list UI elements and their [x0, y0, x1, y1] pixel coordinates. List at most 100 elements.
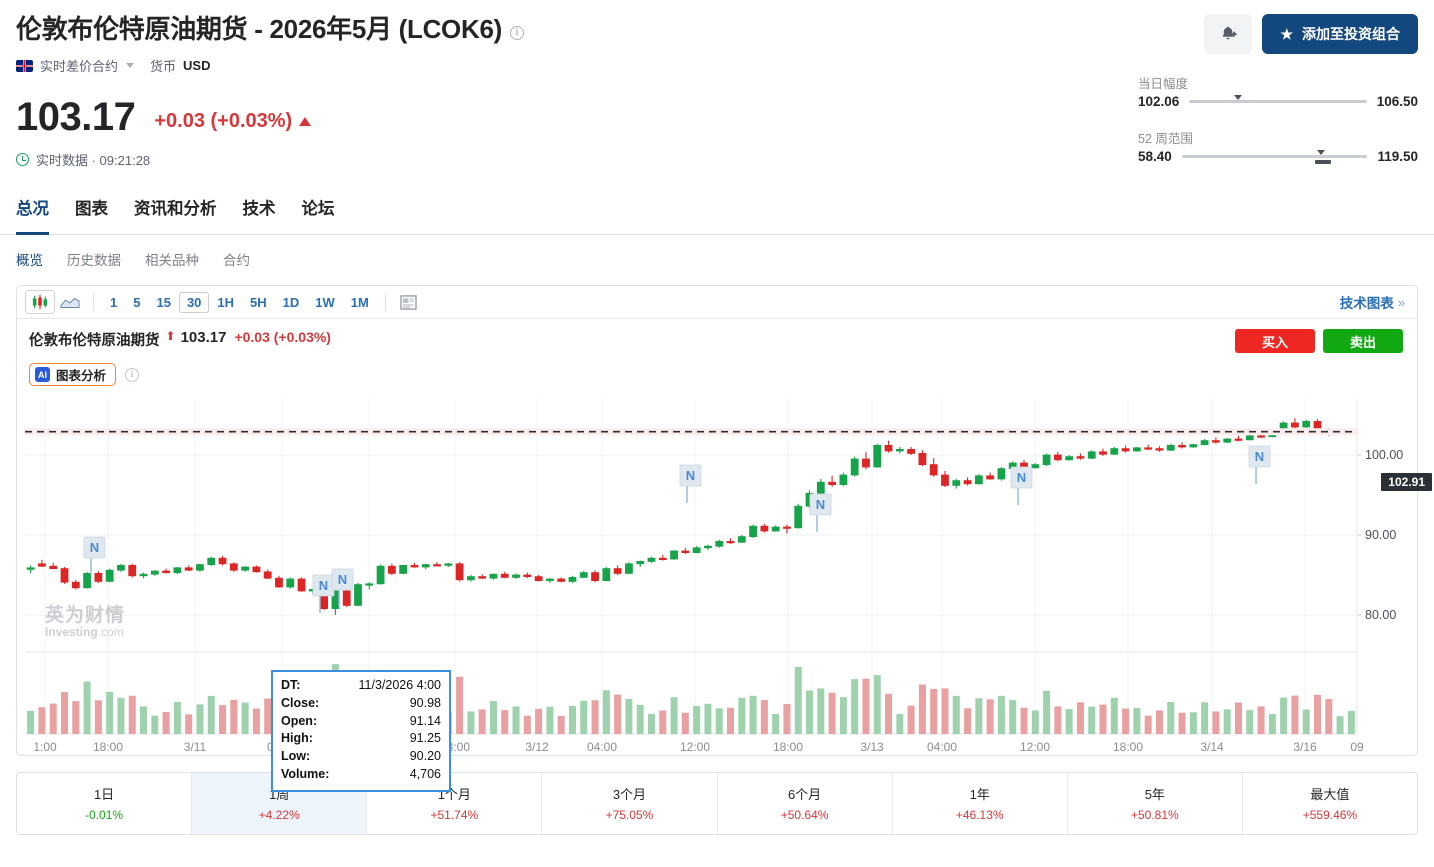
price-change: +0.03 (+0.03%)	[154, 110, 312, 137]
period-5y-value: +50.81%	[1130, 808, 1179, 823]
interval-1h[interactable]: 1H	[217, 294, 235, 310]
day-range-high: 106.50	[1376, 94, 1418, 109]
tooltip-value-open: 91.14	[409, 713, 441, 728]
tooltip-row-dt: DT: 11/3/2026 4:00	[281, 677, 441, 695]
chart-up-arrow-icon: ⬆	[165, 329, 176, 344]
tooltip-row-volume: Volume: 4,706	[281, 766, 441, 784]
week52-range-bar	[1181, 150, 1368, 164]
period-1y[interactable]: 1年 +46.13%	[893, 773, 1068, 835]
ai-tag: AI	[35, 367, 50, 383]
tooltip-row-low: Low: 90.20	[281, 748, 441, 766]
title-row: 伦敦布伦特原油期货 - 2026年5月 (LCOK6) i	[16, 14, 1418, 45]
svg-text:N: N	[1255, 449, 1264, 464]
period-6m-value: +50.64%	[780, 808, 829, 823]
subtab-related[interactable]: 相关品种	[145, 253, 199, 269]
svg-text:N: N	[338, 572, 347, 587]
interval-5h[interactable]: 5H	[250, 294, 267, 310]
ai-info-icon[interactable]: i	[125, 367, 140, 382]
period-max[interactable]: 最大值 +559.46%	[1243, 773, 1417, 834]
subtab-contract[interactable]: 合约	[223, 253, 250, 269]
svg-text:1:00: 1:00	[33, 740, 57, 754]
interval-1w[interactable]: 1W	[315, 294, 335, 310]
realtime-text: 实时数据 · 09:21:28	[36, 153, 151, 169]
tab-technical[interactable]: 技术	[242, 200, 276, 219]
chevron-down-icon[interactable]	[126, 63, 135, 69]
period-performance-row: 1日 -0.01% 1周 +4.22% 1个月 +51.74% 3个月 +75.05% …	[16, 772, 1418, 836]
week52-range-block: 52 周范围 58.40 119.50	[1138, 128, 1418, 164]
tab-news[interactable]: 资讯和分析	[134, 200, 217, 219]
chart-header: 伦敦布伦特原油期货 ⬆ 103.17 +0.03 (+0.03%) 买入 卖出	[17, 319, 1417, 354]
svg-text:04:00: 04:00	[587, 740, 617, 754]
period-1d[interactable]: 1日 -0.01%	[17, 773, 193, 835]
tab-overview[interactable]: 总况	[16, 195, 49, 236]
tooltip-row-high: High: 91.25	[281, 730, 441, 748]
candlestick-chart-type-icon[interactable]	[25, 290, 55, 315]
currency-label: 货币	[150, 59, 177, 75]
svg-text:N: N	[1017, 470, 1026, 485]
period-6m[interactable]: 6个月 +50.64%	[718, 773, 893, 835]
interval-1m[interactable]: 1M	[350, 294, 369, 310]
tab-forum[interactable]: 论坛	[301, 200, 335, 219]
subtab-history[interactable]: 历史数据	[67, 253, 121, 269]
create-alert-button[interactable]	[1204, 14, 1253, 54]
ai-chart-analysis-button[interactable]: AI 图表分析	[29, 363, 117, 387]
svg-text:N: N	[319, 578, 328, 593]
triangle-up-icon	[299, 117, 312, 127]
interval-1d[interactable]: 1D	[282, 294, 300, 310]
candlestick-icon	[32, 295, 48, 310]
chevron-right-icon[interactable]: »	[1397, 294, 1405, 310]
svg-text:04:00: 04:00	[927, 740, 957, 754]
interval-5[interactable]: 5	[133, 294, 141, 310]
title-info-icon[interactable]: i	[509, 25, 524, 40]
page-title: 伦敦布伦特原油期货 - 2026年5月 (LCOK6)	[16, 14, 502, 44]
tooltip-value-low: 90.20	[409, 749, 441, 764]
technical-chart-link[interactable]: 技术图表	[1339, 296, 1394, 312]
chart-layout-icon[interactable]	[394, 290, 424, 314]
ohlc-tooltip: DT: 11/3/2026 4:00 Close: 90.98 Open: 91.14…	[271, 670, 451, 792]
tooltip-value-high: 91.25	[409, 731, 441, 746]
tooltip-row-open: Open: 91.14	[281, 713, 441, 731]
tooltip-key-low: Low:	[281, 749, 311, 764]
svg-text:3/16: 3/16	[1293, 740, 1317, 754]
svg-text:100.00: 100.00	[1365, 448, 1403, 462]
chart-card: 1 5 15 30 1H 5H 1D 1W 1M 技术图表 » 伦敦布伦特原油期…	[16, 285, 1418, 757]
area-chart-type-icon[interactable]	[55, 290, 85, 314]
main-tabs: 总况 图表 资讯和分析 技术 论坛	[0, 195, 1434, 236]
ai-analysis-row: AI 图表分析 i	[17, 353, 1417, 394]
chart-plot-area[interactable]: 100.0090.0080.00NNNNNNN1:0018:003/1104:0…	[17, 394, 1417, 755]
uk-flag-icon	[16, 59, 33, 72]
svg-text:N: N	[90, 540, 99, 555]
day-range-marker	[1233, 95, 1242, 100]
svg-text:3/12: 3/12	[525, 740, 549, 754]
sell-button[interactable]: 卖出	[1323, 329, 1403, 354]
period-3m-value: +75.05%	[605, 808, 654, 823]
svg-text:18:00: 18:00	[1113, 740, 1143, 754]
price-change-text: +0.03 (+0.03%)	[154, 110, 293, 133]
tooltip-key-open: Open:	[281, 713, 318, 728]
period-5y[interactable]: 5年 +50.81%	[1068, 773, 1243, 835]
bell-plus-icon	[1223, 26, 1238, 40]
area-chart-icon	[60, 298, 80, 309]
period-1d-value: -0.01%	[85, 808, 124, 823]
week52-range-low: 58.40	[1138, 149, 1172, 164]
day-range-label: 当日幅度	[1138, 77, 1189, 91]
last-price: 103.17	[16, 95, 136, 140]
buy-button[interactable]: 买入	[1235, 329, 1315, 354]
svg-text:N: N	[686, 468, 695, 483]
add-to-portfolio-button[interactable]: ★ 添加至投资组合	[1262, 14, 1418, 54]
tooltip-value-dt: 11/3/2026 4:00	[358, 678, 441, 692]
day-range-low: 102.06	[1138, 94, 1180, 109]
contract-type-label[interactable]: 实时差价合约	[40, 59, 119, 75]
svg-text:N: N	[816, 497, 825, 512]
period-3m[interactable]: 3个月 +75.05%	[542, 773, 718, 835]
interval-15[interactable]: 15	[156, 294, 171, 310]
day-range-block: 当日幅度 102.06 106.50	[1138, 73, 1418, 109]
tab-charts[interactable]: 图表	[75, 200, 108, 219]
svg-text:90.00: 90.00	[1365, 528, 1396, 542]
ai-chart-analysis-label: 图表分析	[56, 369, 107, 384]
interval-30[interactable]: 30	[178, 291, 210, 313]
svg-text:09: 09	[1350, 740, 1364, 754]
subtab-overview[interactable]: 概览	[16, 253, 43, 269]
top-right-buttons: ★ 添加至投资组合	[1138, 14, 1418, 54]
interval-1[interactable]: 1	[110, 294, 118, 310]
